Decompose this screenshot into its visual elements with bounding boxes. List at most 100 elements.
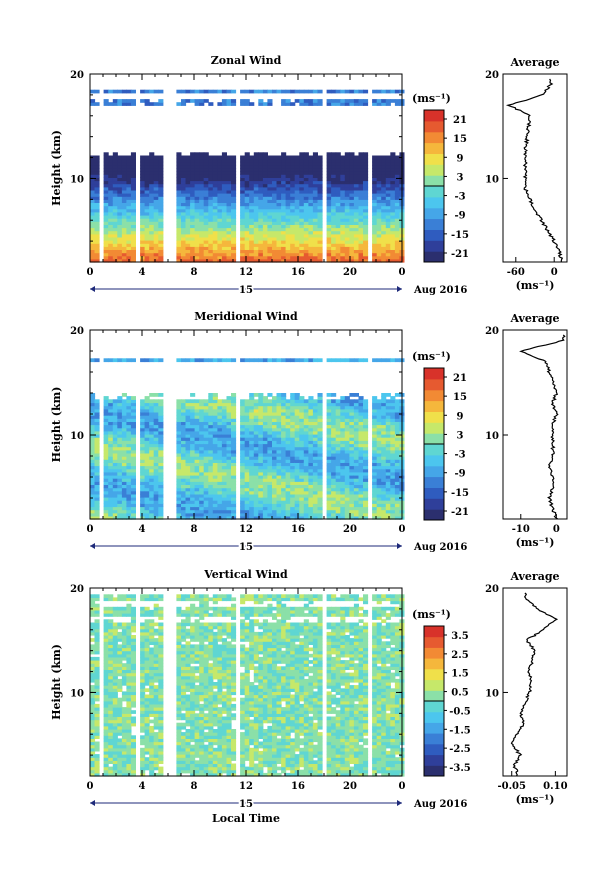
heatmap-cell xyxy=(303,481,309,485)
heatmap-cell xyxy=(190,468,196,473)
heatmap-cell xyxy=(144,468,150,473)
heatmap-cell xyxy=(299,484,305,489)
heatmap-cell xyxy=(176,484,182,489)
heatmap-cell xyxy=(308,430,314,435)
heatmap-cell xyxy=(344,512,350,517)
heatmap-cell xyxy=(363,500,369,504)
heatmap-cell xyxy=(108,358,114,363)
heatmap-cell xyxy=(381,193,387,197)
colorbar-segment xyxy=(424,411,444,423)
heatmap-cell xyxy=(240,221,246,225)
heatmap-cell xyxy=(194,224,200,229)
heatmap-cell xyxy=(299,177,305,182)
heatmap-cell xyxy=(221,205,227,210)
heatmap-cell xyxy=(326,509,332,514)
heatmap-cell xyxy=(317,515,323,520)
heatmap-cell xyxy=(262,421,268,426)
heatmap-cell xyxy=(203,196,209,200)
heatmap-cell xyxy=(130,227,136,232)
heatmap-cell xyxy=(130,152,136,156)
heatmap-cell xyxy=(326,258,332,263)
heatmap-cell xyxy=(308,474,314,479)
heatmap-cell xyxy=(303,478,309,482)
heatmap-cell xyxy=(249,427,255,432)
heatmap-cell xyxy=(290,427,296,432)
heatmap-cell xyxy=(185,236,191,241)
heatmap-cell xyxy=(121,227,127,232)
heatmap-cell xyxy=(344,468,350,473)
heatmap-cell xyxy=(121,99,127,103)
heatmap-cell xyxy=(294,462,300,467)
heatmap-cell xyxy=(185,427,191,432)
heatmap-cell xyxy=(258,396,264,400)
heatmap-cell xyxy=(126,208,132,213)
heatmap-cell xyxy=(221,437,227,441)
heatmap-cell xyxy=(208,215,214,219)
heatmap-cell xyxy=(217,424,223,429)
heatmap-cell xyxy=(331,158,337,163)
heatmap-cell xyxy=(344,183,350,188)
heatmap-cell xyxy=(90,760,96,764)
heatmap-cell xyxy=(108,227,114,232)
heatmap-cell xyxy=(267,456,273,460)
heatmap-cell xyxy=(281,468,287,473)
heatmap-cell xyxy=(103,465,109,470)
heatmap-cell xyxy=(203,158,209,163)
heatmap-cell xyxy=(149,152,155,156)
heatmap-cell xyxy=(153,471,159,476)
heatmap-cell xyxy=(358,515,364,520)
heatmap-cell xyxy=(394,168,400,172)
heatmap-cell xyxy=(358,208,364,213)
heatmap-cell xyxy=(331,218,337,222)
heatmap-cell xyxy=(140,443,146,448)
heatmap-cell xyxy=(126,189,132,194)
heatmap-cell xyxy=(344,471,350,476)
heatmap-cell xyxy=(112,152,118,156)
heatmap-cell xyxy=(226,180,232,185)
heatmap-cell xyxy=(344,189,350,194)
heatmap-cell xyxy=(217,240,223,244)
heatmap-cell xyxy=(335,506,341,511)
heatmap-cell xyxy=(117,449,123,454)
heatmap-cell xyxy=(130,202,136,207)
heatmap-cell xyxy=(153,205,159,210)
heatmap-cell xyxy=(335,205,341,210)
heatmap-cell xyxy=(244,496,250,501)
heatmap-cell xyxy=(130,208,136,213)
heatmap-cell xyxy=(331,202,337,207)
heatmap-cell xyxy=(249,402,255,407)
heatmap-cell xyxy=(312,224,318,229)
heatmap-cell xyxy=(181,174,187,178)
heatmap-cell xyxy=(158,462,164,467)
heatmap-cell xyxy=(240,193,246,197)
heatmap-cell xyxy=(117,358,123,363)
heatmap-cell xyxy=(340,468,346,473)
heatmap-cell xyxy=(394,180,400,185)
heatmap-cell xyxy=(208,177,214,182)
colorbar-segment xyxy=(424,368,444,380)
heatmap-cell xyxy=(394,418,400,422)
heatmap-cell xyxy=(249,459,255,463)
heatmap-cell xyxy=(353,255,359,260)
heatmap-cell xyxy=(353,427,359,432)
heatmap-cell xyxy=(108,481,114,485)
heatmap-cell xyxy=(303,227,309,232)
heatmap-cell xyxy=(385,481,391,485)
heatmap-cell xyxy=(290,418,296,422)
heatmap-cell xyxy=(112,233,118,238)
heatmap-cell xyxy=(385,468,391,473)
heatmap-cell xyxy=(303,180,309,185)
heatmap-cell xyxy=(149,189,155,194)
heatmap-cell xyxy=(290,258,296,263)
heatmap-cell xyxy=(303,193,309,197)
heatmap-cell xyxy=(303,449,309,454)
heatmap-cell xyxy=(349,452,355,457)
heatmap-cell xyxy=(140,418,146,422)
heatmap-cell xyxy=(326,230,332,235)
heatmap-cell xyxy=(381,490,387,495)
heatmap-cell xyxy=(267,418,273,422)
heatmap-cell xyxy=(240,515,246,520)
heatmap-cell xyxy=(153,440,159,445)
heatmap-cell xyxy=(117,402,123,407)
heatmap-cell xyxy=(331,509,337,514)
